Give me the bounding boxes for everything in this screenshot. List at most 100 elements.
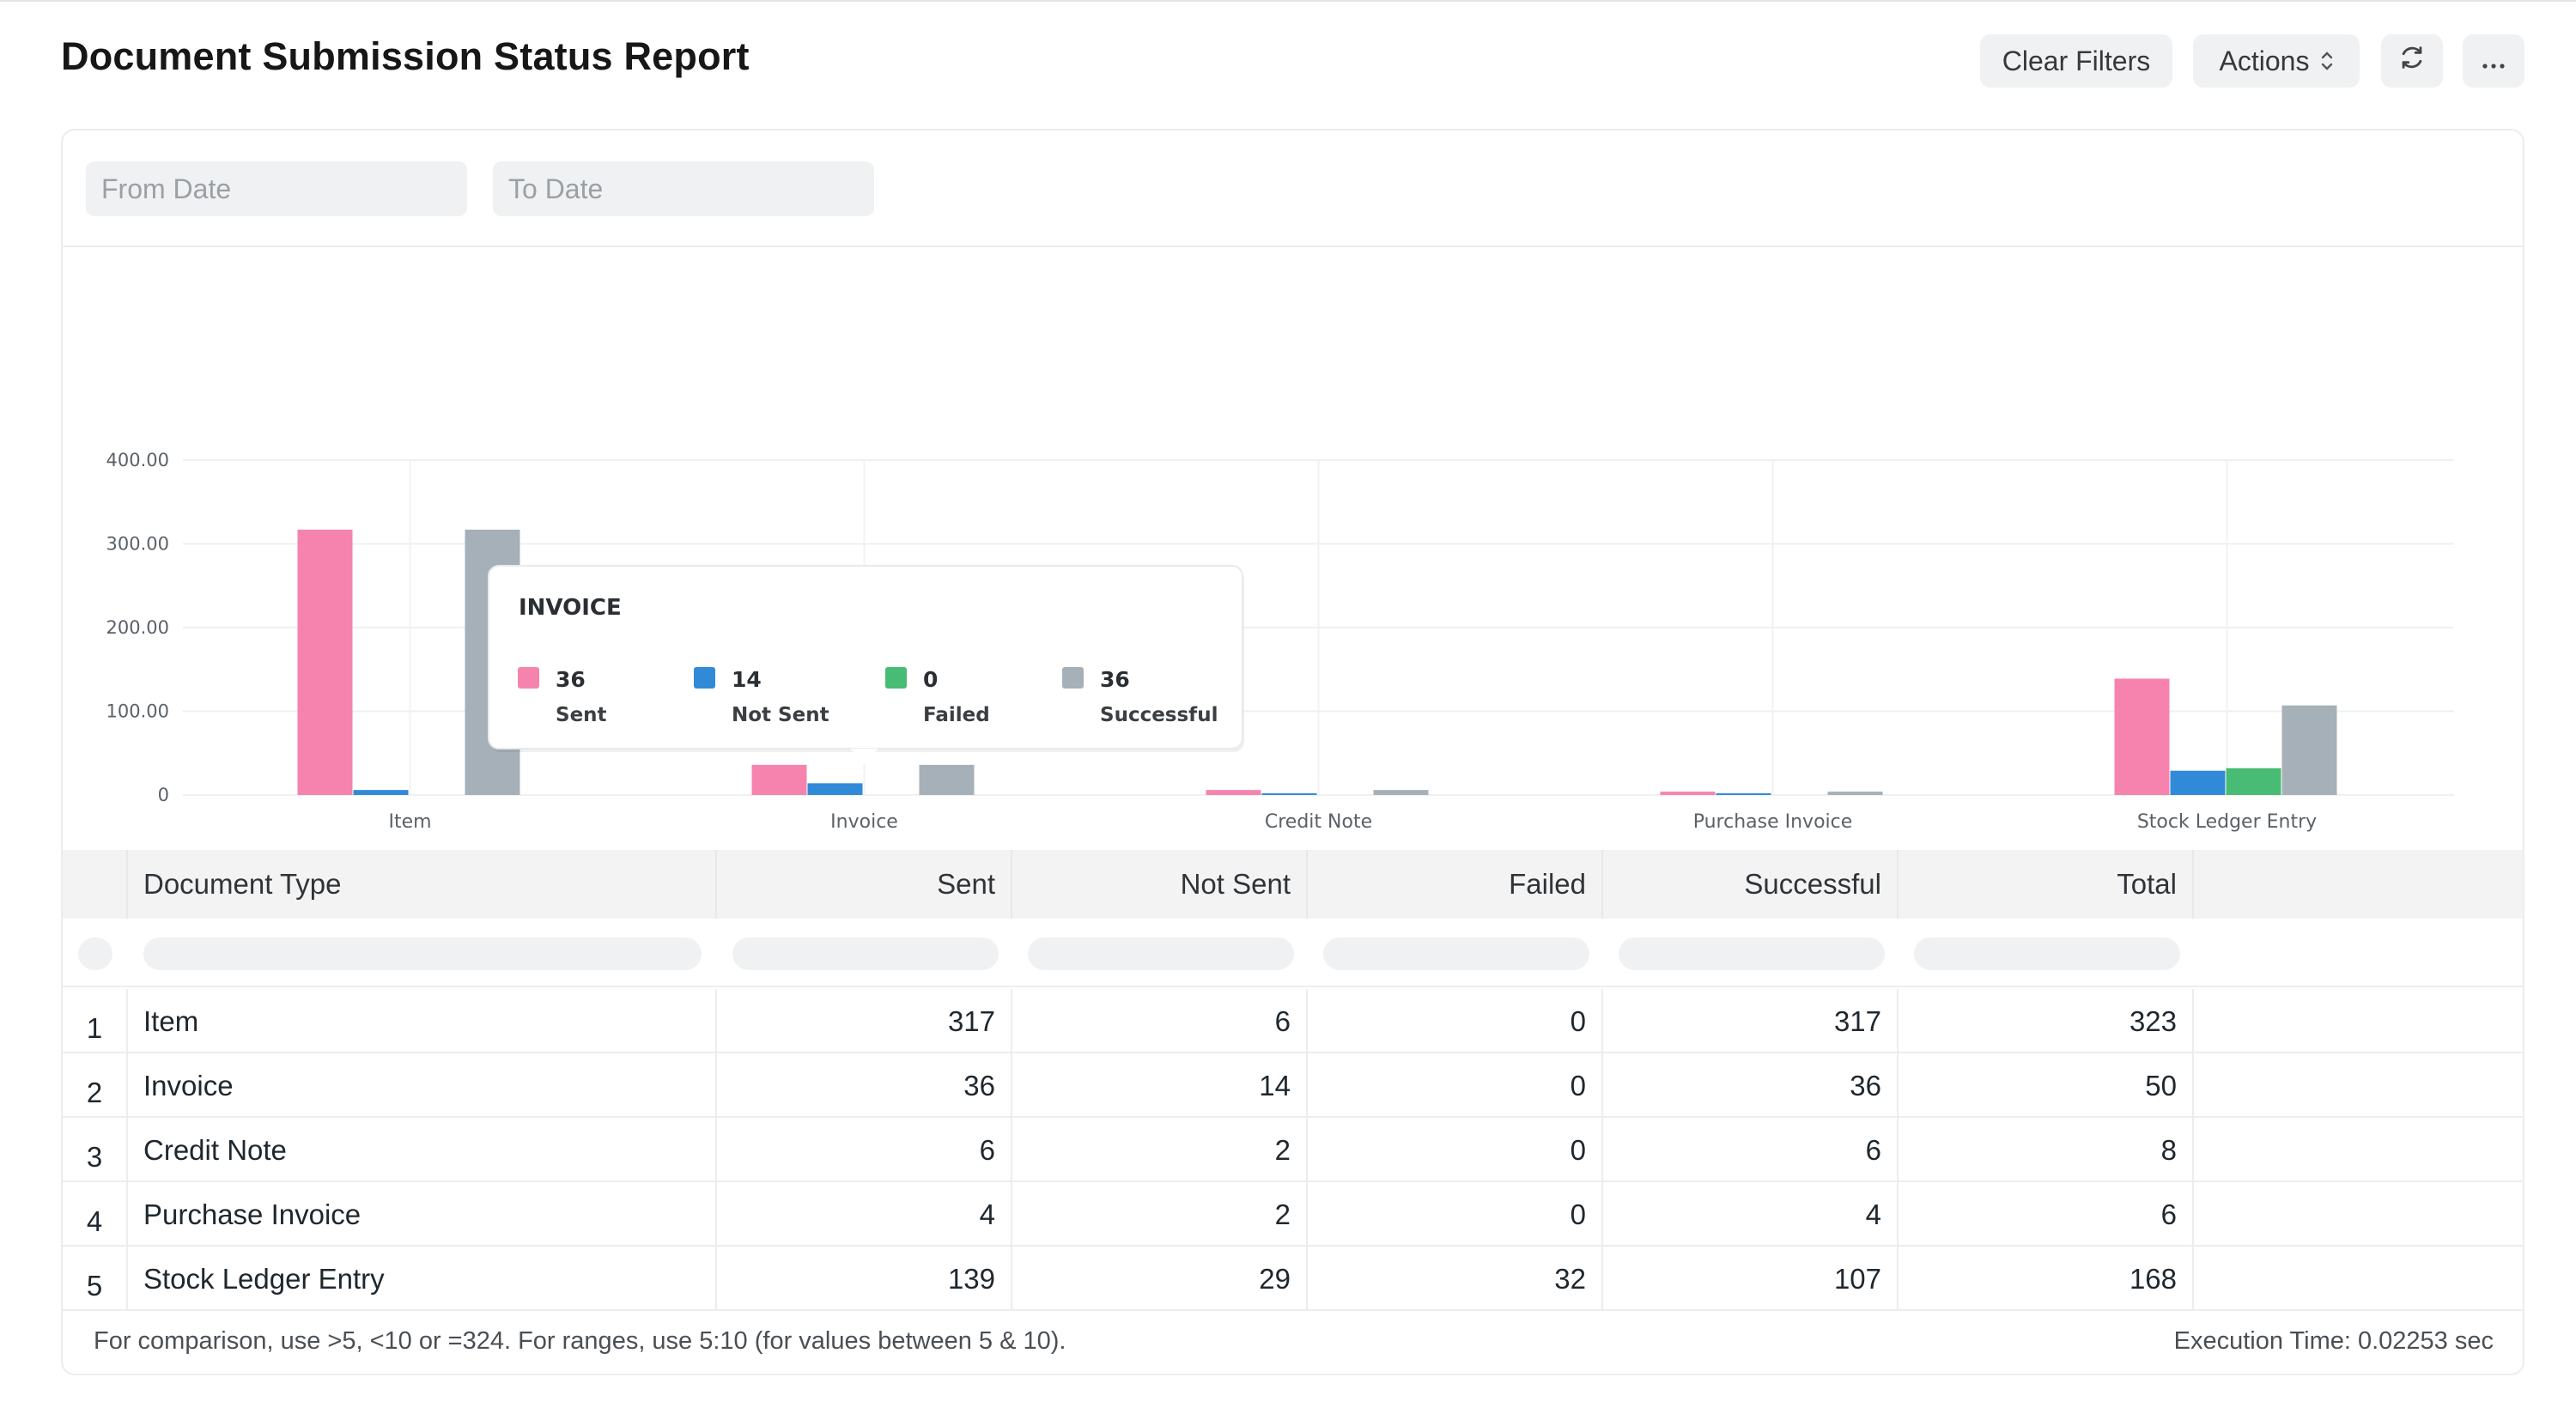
cell-not-sent[interactable]: 6 [1012,989,1308,1053]
cell-failed[interactable]: 32 [1308,1247,1603,1311]
y-tick-label: 300.00 [106,534,169,555]
filter-bar [63,130,2523,247]
tooltip-label: Failed [923,704,990,726]
bar-not-sent [2170,770,2226,795]
filter-input-successful[interactable] [1619,938,1885,970]
cell-sent[interactable]: 317 [717,989,1012,1053]
cell-successful[interactable]: 4 [1603,1182,1899,1247]
x-tick-label: Stock Ledger Entry [2137,811,2317,833]
clear-filters-button[interactable]: Clear Filters [1980,34,2172,88]
bar-not-sent [353,790,409,795]
y-tick-label: 400.00 [106,450,169,470]
cell-document-type[interactable]: Item [128,989,717,1053]
bar-successful [1373,790,1429,795]
bar-failed [2226,768,2281,795]
table-row[interactable]: 5 Stock Ledger Entry 139 29 32 107 168 [63,1247,2523,1311]
more-options-button[interactable] [2463,34,2524,88]
chevron-up-down-icon [2321,50,2333,72]
bar-not-sent [1261,793,1317,795]
cell-sent[interactable]: 6 [717,1118,1012,1182]
execution-time: Execution Time: 0.02253 sec [2173,1327,2494,1355]
cell-failed[interactable]: 0 [1308,989,1603,1053]
tooltip-value: 0 [923,667,938,692]
bar-successful [919,764,975,795]
x-tick-label: Item [388,811,431,833]
from-date-input[interactable] [86,161,467,216]
cell-document-type[interactable]: Credit Note [128,1118,717,1182]
column-header-sent[interactable]: Sent [717,850,1012,919]
cell-not-sent[interactable]: 14 [1012,1053,1308,1118]
x-tick-label: Purchase Invoice [1693,811,1853,833]
column-header-successful[interactable]: Successful [1603,850,1899,919]
cell-total[interactable]: 50 [1899,1053,2194,1118]
tooltip-swatch [518,667,539,689]
bar-sent [1660,792,1716,795]
row-number: 1 [63,989,128,1053]
row-number: 2 [63,1053,128,1118]
cell-successful[interactable]: 107 [1603,1247,1899,1311]
tooltip-swatch [694,667,715,689]
cell-not-sent[interactable]: 2 [1012,1182,1308,1247]
tooltip-value: 36 [556,667,586,692]
refresh-button[interactable] [2381,34,2443,88]
cell-total[interactable]: 323 [1899,989,2194,1053]
x-tick-label: Credit Note [1265,811,1372,833]
cell-total[interactable]: 168 [1899,1247,2194,1311]
tooltip-swatch [1062,667,1084,689]
cell-sent[interactable]: 4 [717,1182,1012,1247]
to-date-input[interactable] [493,161,874,216]
actions-button[interactable]: Actions [2193,34,2360,88]
filter-input-not-sent[interactable] [1028,938,1294,970]
column-filter-row [63,919,2523,987]
bar-not-sent [807,783,863,795]
cell-sent[interactable]: 139 [717,1247,1012,1311]
bar-sent [1206,790,1261,795]
row-number: 3 [63,1118,128,1182]
table-row[interactable]: 3 Credit Note 6 2 0 6 8 [63,1118,2523,1182]
cell-failed[interactable]: 0 [1308,1118,1603,1182]
cell-document-type[interactable]: Invoice [128,1053,717,1118]
row-number: 5 [63,1247,128,1311]
filter-input-document-type[interactable] [143,938,702,970]
cell-not-sent[interactable]: 2 [1012,1118,1308,1182]
cell-successful[interactable]: 317 [1603,989,1899,1053]
column-header-total[interactable]: Total [1899,850,2194,919]
tooltip-label: Not Sent [732,704,829,726]
cell-failed[interactable]: 0 [1308,1182,1603,1247]
page-title: Document Submission Status Report [61,34,750,78]
bar-successful [2281,705,2337,795]
filter-input-total[interactable] [1914,938,2180,970]
bar-sent [2114,678,2170,795]
cell-document-type[interactable]: Stock Ledger Entry [128,1247,717,1311]
column-header-not-sent[interactable]: Not Sent [1012,850,1308,919]
tooltip-value: 36 [1100,667,1130,692]
top-border [0,0,2576,2]
table-row[interactable]: 1 Item 317 6 0 317 323 [63,989,2523,1053]
cell-total[interactable]: 8 [1899,1118,2194,1182]
bar-sent [297,529,353,795]
column-header-document-type[interactable]: Document Type [128,850,717,919]
chart-tooltip: INVOICE 36 Sent 14 Not Sent 0 Failed 36 Successf… [488,565,1244,764]
filter-toggle[interactable] [78,938,112,970]
actions-label: Actions [2219,45,2310,76]
table-row[interactable]: 4 Purchase Invoice 4 2 0 4 6 [63,1182,2523,1247]
cell-failed[interactable]: 0 [1308,1053,1603,1118]
y-tick-label: 200.00 [106,617,169,638]
cell-successful[interactable]: 36 [1603,1053,1899,1118]
filter-hint: For comparison, use >5, <10 or =324. For… [94,1327,1066,1355]
report-card: 0100.00200.00300.00400.00ItemInvoiceCred… [61,129,2524,1375]
tooltip-label: Sent [556,704,607,726]
y-tick-label: 100.00 [106,701,169,722]
cell-sent[interactable]: 36 [717,1053,1012,1118]
cell-not-sent[interactable]: 29 [1012,1247,1308,1311]
filter-input-failed[interactable] [1323,938,1589,970]
cell-successful[interactable]: 6 [1603,1118,1899,1182]
tooltip-pointer [850,749,878,764]
tooltip-title: INVOICE [519,595,622,621]
table-row[interactable]: 2 Invoice 36 14 0 36 50 [63,1053,2523,1118]
column-header-failed[interactable]: Failed [1308,850,1603,919]
cell-total[interactable]: 6 [1899,1182,2194,1247]
bar-successful [1827,792,1883,795]
filter-input-sent[interactable] [732,938,999,970]
cell-document-type[interactable]: Purchase Invoice [128,1182,717,1247]
